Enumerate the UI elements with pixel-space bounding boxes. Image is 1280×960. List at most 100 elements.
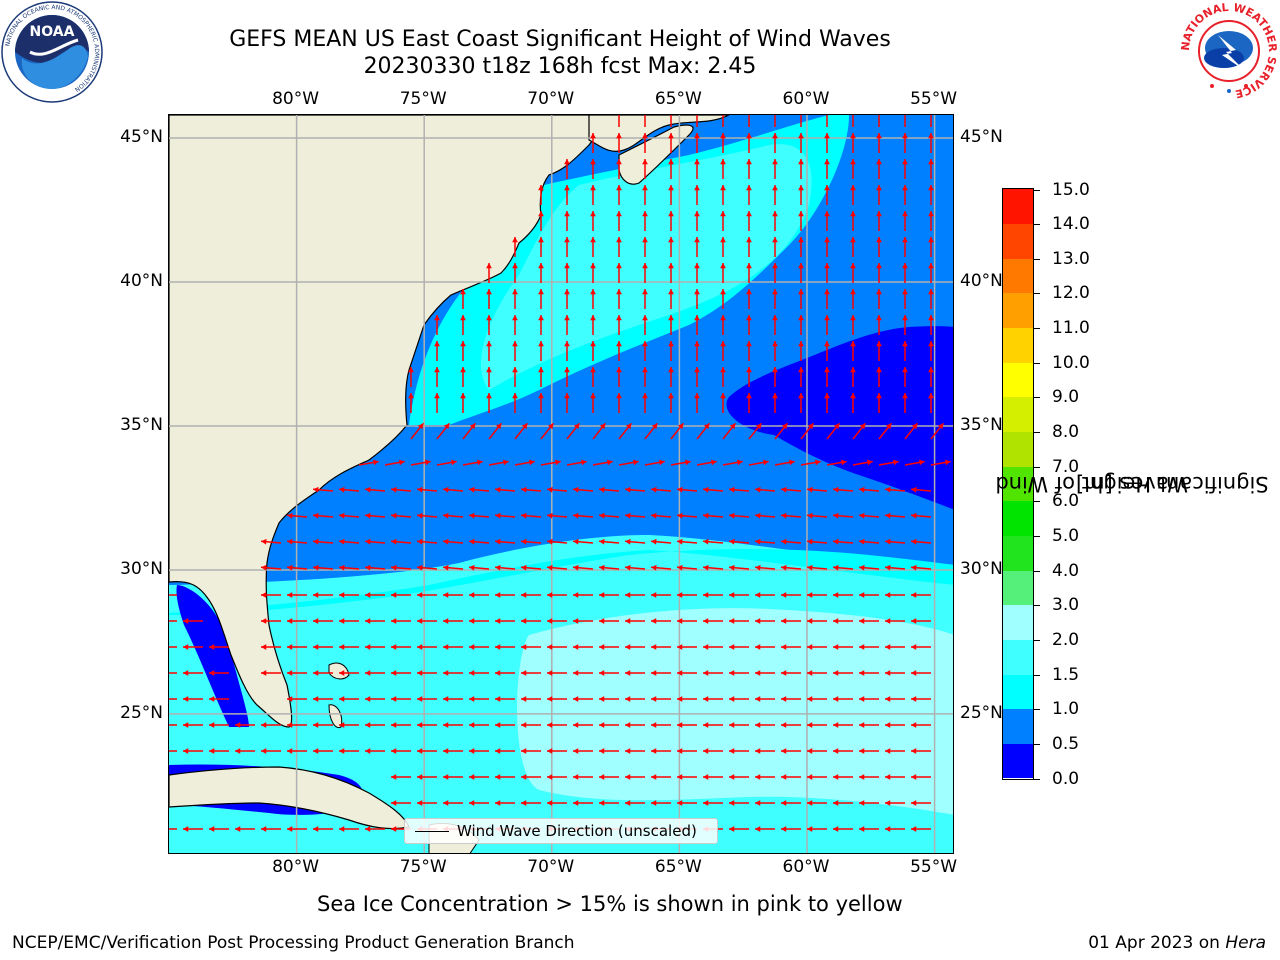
- wave-arrow: [748, 422, 763, 440]
- wave-arrow: [928, 315, 934, 335]
- wave-arrow: [850, 185, 856, 205]
- wave-arrow: [703, 512, 724, 519]
- wave-arrow: [469, 538, 490, 545]
- wave-arrow: [902, 185, 908, 205]
- wave-arrow: [495, 800, 515, 806]
- wave-arrow: [521, 564, 542, 571]
- colorbar-title: Significant Height of Wind Waves [m]: [995, 472, 1269, 496]
- wave-arrow: [339, 486, 360, 493]
- wave-arrow: [677, 618, 697, 624]
- wave-arrow: [339, 670, 359, 676]
- wave-arrow: [800, 459, 821, 466]
- wave-arrow: [462, 459, 483, 466]
- wave-arrow: [391, 512, 412, 519]
- wave-arrow: [209, 748, 229, 754]
- wave-arrow: [807, 486, 828, 493]
- wave-arrow: [365, 722, 385, 728]
- lon-tick-bottom-3: 65°W: [654, 857, 702, 877]
- colorbar-segment-3: [1003, 639, 1033, 675]
- wave-arrow: [772, 315, 778, 335]
- colorbar-tick: [1034, 293, 1040, 295]
- wave-arrow: [720, 367, 726, 387]
- wave-arrow: [703, 564, 724, 571]
- wave-arrow: [408, 393, 414, 413]
- wave-arrow: [521, 644, 541, 650]
- wave-arrow: [677, 512, 698, 519]
- land-north-america: [169, 115, 630, 728]
- wave-arrow: [590, 263, 596, 283]
- colorbar-segment-4: [1003, 604, 1033, 640]
- wave-arrow: [876, 237, 882, 257]
- wave-arrow: [384, 459, 405, 466]
- wave-arrow: [365, 826, 385, 832]
- contour-band-2-3: [517, 608, 953, 815]
- wave-arrow: [313, 538, 334, 545]
- wave-arrow: [668, 393, 674, 413]
- wave-arrow: [495, 774, 515, 780]
- wave-arrow: [592, 459, 613, 466]
- wave-arrow: [261, 564, 282, 571]
- wave-arrow: [694, 237, 700, 257]
- wave-arrow: [833, 696, 853, 702]
- wave-arrow: [798, 263, 804, 283]
- wave-arrow: [668, 159, 674, 179]
- wave-arrow: [469, 696, 489, 702]
- wave-arrow: [521, 486, 542, 493]
- wave-arrow: [261, 618, 281, 624]
- wave-direction-arrows: [169, 115, 951, 832]
- wave-arrow: [781, 774, 801, 780]
- wave-arrow: [833, 670, 853, 676]
- wave-arrow: [902, 237, 908, 257]
- wave-arrow: [885, 722, 905, 728]
- colorbar-level-label: 5.0: [1052, 525, 1080, 546]
- wave-arrow: [930, 422, 945, 440]
- colorbar-level-label: 10.0: [1052, 352, 1090, 373]
- wave-arrow: [169, 620, 177, 622]
- wave-arrow: [391, 774, 411, 780]
- wave-arrow: [677, 592, 697, 598]
- wave-arrow: [850, 237, 856, 257]
- wave-arrow: [824, 237, 830, 257]
- wave-arrow: [592, 422, 607, 440]
- wave-arrow: [668, 289, 674, 309]
- wave-arrow: [772, 159, 778, 179]
- wave-arrow: [521, 618, 541, 624]
- wave-arrow: [183, 696, 203, 702]
- wave-arrow: [417, 696, 437, 702]
- wave-arrow: [885, 670, 905, 676]
- wave-arrow: [547, 538, 568, 545]
- wave-arrow: [781, 486, 802, 493]
- wave-arrow: [911, 722, 931, 728]
- wave-arrow: [807, 592, 827, 598]
- wave-arrow: [540, 459, 561, 466]
- wave-arrow: [261, 538, 282, 545]
- wave-arrow: [365, 512, 386, 519]
- wave-arrow: [876, 159, 882, 179]
- wave-arrow: [668, 185, 674, 205]
- wave-arrow: [928, 133, 934, 153]
- wave-arrow: [930, 459, 951, 466]
- wave-arrow: [462, 422, 477, 440]
- map-frame: [168, 114, 954, 854]
- wave-arrow: [928, 211, 934, 231]
- colorbar-segment-1: [1003, 708, 1033, 744]
- wave-arrow: [729, 564, 750, 571]
- wave-arrow: [391, 618, 411, 624]
- wave-arrow: [772, 133, 778, 153]
- wave-arrow: [859, 644, 879, 650]
- wave-arrow: [599, 800, 619, 806]
- wave-arrow: [781, 592, 801, 598]
- lon-tick-bottom-0: 80°W: [272, 857, 320, 877]
- noaa-logo-icon: NATIONAL OCEANIC AND ATMOSPHERIC ADMINIS…: [1, 1, 103, 103]
- wave-arrow: [928, 341, 934, 361]
- wave-arrow: [339, 564, 360, 571]
- colorbar-tick: [1034, 432, 1040, 434]
- wave-arrow: [885, 800, 905, 806]
- wave-arrow: [781, 512, 802, 519]
- wave-arrow: [772, 263, 778, 283]
- wave-arrow: [651, 486, 672, 493]
- wave-arrow: [313, 826, 333, 832]
- wave-arrow: [573, 722, 593, 728]
- wave-arrow: [417, 748, 437, 754]
- wave-arrow: [651, 722, 671, 728]
